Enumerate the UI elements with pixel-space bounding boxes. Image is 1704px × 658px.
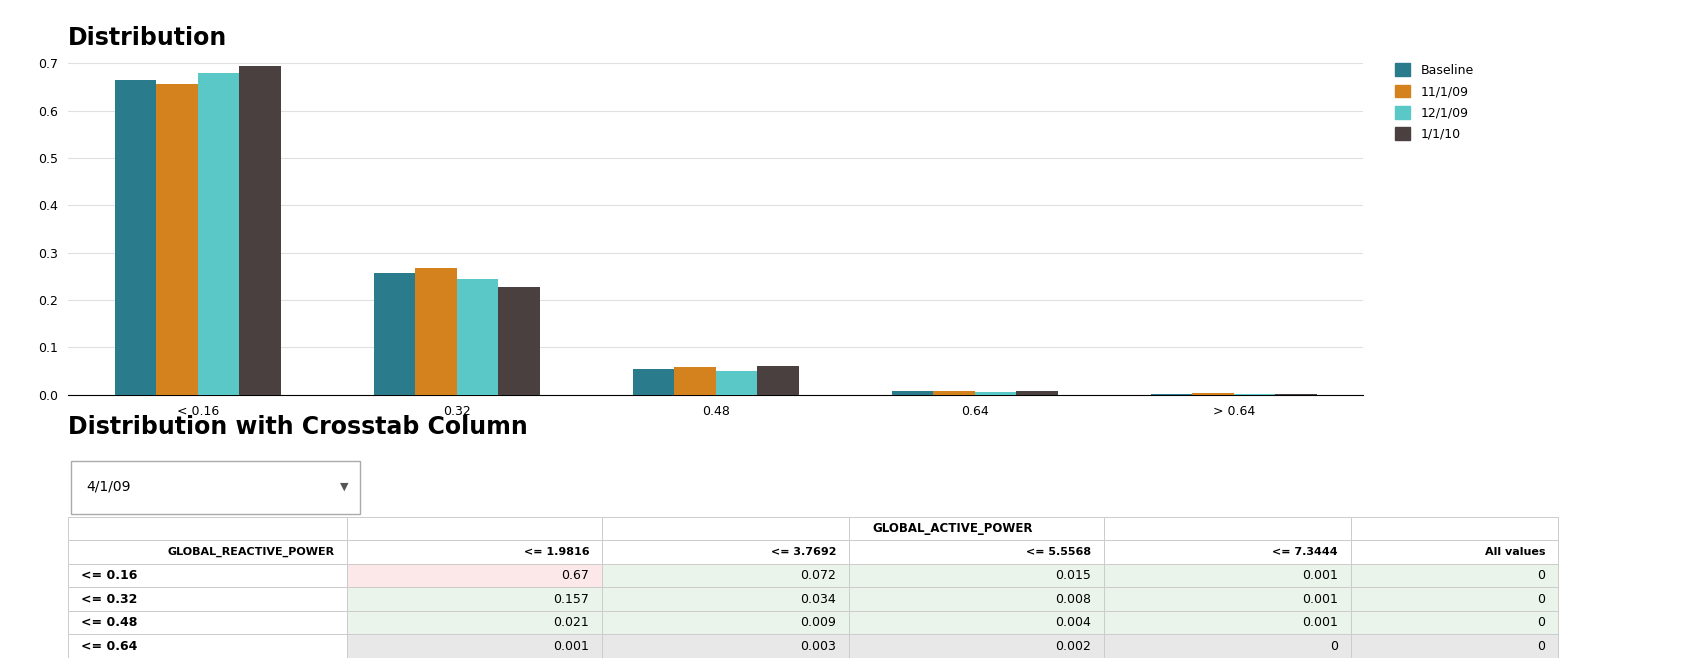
Bar bbox=[675, 367, 716, 395]
Bar bbox=[1351, 611, 1557, 634]
Bar bbox=[1351, 517, 1557, 540]
Bar bbox=[757, 367, 799, 395]
Bar bbox=[1104, 517, 1351, 540]
Text: <= 7.3444: <= 7.3444 bbox=[1273, 547, 1338, 557]
Bar bbox=[68, 634, 348, 658]
Bar bbox=[849, 517, 1104, 540]
Bar bbox=[348, 634, 602, 658]
Bar bbox=[348, 540, 602, 564]
Bar bbox=[1104, 564, 1351, 587]
Bar bbox=[348, 611, 602, 634]
Bar bbox=[602, 634, 849, 658]
Text: 0.002: 0.002 bbox=[1055, 640, 1091, 653]
Bar bbox=[68, 517, 348, 540]
Bar bbox=[849, 634, 1104, 658]
Text: 0.67: 0.67 bbox=[561, 569, 590, 582]
Bar bbox=[934, 391, 975, 395]
Bar bbox=[1351, 564, 1557, 587]
Bar bbox=[602, 587, 849, 611]
Bar bbox=[716, 371, 757, 395]
Bar bbox=[68, 587, 348, 611]
Bar bbox=[1104, 634, 1351, 658]
Text: 0.021: 0.021 bbox=[554, 616, 590, 629]
Text: 0.034: 0.034 bbox=[801, 593, 837, 605]
Bar bbox=[1351, 587, 1557, 611]
Text: 0.001: 0.001 bbox=[1302, 569, 1338, 582]
Bar bbox=[1104, 540, 1351, 564]
Bar bbox=[457, 279, 498, 395]
Text: 0.004: 0.004 bbox=[1055, 616, 1091, 629]
Text: 0.001: 0.001 bbox=[1302, 616, 1338, 629]
Text: 0.008: 0.008 bbox=[1055, 593, 1091, 605]
Text: 0.001: 0.001 bbox=[554, 640, 590, 653]
Bar bbox=[1016, 392, 1058, 395]
Bar bbox=[498, 287, 540, 395]
FancyBboxPatch shape bbox=[72, 461, 361, 513]
Text: <= 0.64: <= 0.64 bbox=[80, 640, 138, 653]
Text: 0.009: 0.009 bbox=[801, 616, 837, 629]
Bar bbox=[849, 564, 1104, 587]
Text: 0: 0 bbox=[1537, 569, 1546, 582]
Bar bbox=[1351, 540, 1557, 564]
Bar bbox=[348, 517, 602, 540]
Bar bbox=[975, 392, 1016, 395]
Bar bbox=[1351, 634, 1557, 658]
Bar bbox=[849, 540, 1104, 564]
Bar bbox=[602, 517, 849, 540]
Bar bbox=[602, 540, 849, 564]
Bar bbox=[68, 611, 348, 634]
Text: <= 0.48: <= 0.48 bbox=[80, 616, 138, 629]
Bar bbox=[849, 611, 1104, 634]
Bar bbox=[1104, 611, 1351, 634]
Text: <= 3.7692: <= 3.7692 bbox=[770, 547, 837, 557]
Text: 0.157: 0.157 bbox=[554, 593, 590, 605]
Bar bbox=[1193, 393, 1234, 395]
Text: <= 1.9816: <= 1.9816 bbox=[523, 547, 590, 557]
Bar bbox=[1150, 394, 1193, 395]
Text: All values: All values bbox=[1484, 547, 1546, 557]
Bar bbox=[239, 66, 281, 395]
Bar bbox=[891, 391, 934, 395]
Text: 0.072: 0.072 bbox=[801, 569, 837, 582]
Text: 4/1/09: 4/1/09 bbox=[85, 480, 131, 494]
Text: <= 0.16: <= 0.16 bbox=[80, 569, 138, 582]
Bar bbox=[68, 564, 348, 587]
Bar bbox=[632, 368, 675, 395]
Text: 0: 0 bbox=[1537, 616, 1546, 629]
Bar bbox=[602, 564, 849, 587]
Text: <= 0.32: <= 0.32 bbox=[80, 593, 138, 605]
Text: 0: 0 bbox=[1537, 640, 1546, 653]
Bar bbox=[849, 587, 1104, 611]
Bar bbox=[602, 611, 849, 634]
Legend: Baseline, 11/1/09, 12/1/09, 1/1/10: Baseline, 11/1/09, 12/1/09, 1/1/10 bbox=[1396, 63, 1474, 141]
Text: ▼: ▼ bbox=[341, 482, 349, 492]
Bar bbox=[416, 268, 457, 395]
Bar bbox=[157, 84, 198, 395]
Bar bbox=[1234, 394, 1275, 395]
Text: Distribution with Crosstab Column: Distribution with Crosstab Column bbox=[68, 415, 528, 438]
Bar bbox=[1104, 587, 1351, 611]
Bar bbox=[114, 80, 157, 395]
Text: Distribution: Distribution bbox=[68, 26, 227, 50]
Text: 0: 0 bbox=[1331, 640, 1338, 653]
Bar bbox=[373, 273, 416, 395]
Bar bbox=[348, 564, 602, 587]
Text: <= 5.5568: <= 5.5568 bbox=[1026, 547, 1091, 557]
Bar bbox=[198, 72, 239, 395]
Text: 0: 0 bbox=[1537, 593, 1546, 605]
Text: GLOBAL_ACTIVE_POWER: GLOBAL_ACTIVE_POWER bbox=[872, 522, 1033, 535]
Text: GLOBAL_REACTIVE_POWER: GLOBAL_REACTIVE_POWER bbox=[167, 547, 334, 557]
Bar bbox=[1275, 394, 1317, 395]
Bar bbox=[68, 540, 348, 564]
Text: 0.001: 0.001 bbox=[1302, 593, 1338, 605]
Text: 0.003: 0.003 bbox=[801, 640, 837, 653]
Bar bbox=[348, 587, 602, 611]
Text: 0.015: 0.015 bbox=[1055, 569, 1091, 582]
